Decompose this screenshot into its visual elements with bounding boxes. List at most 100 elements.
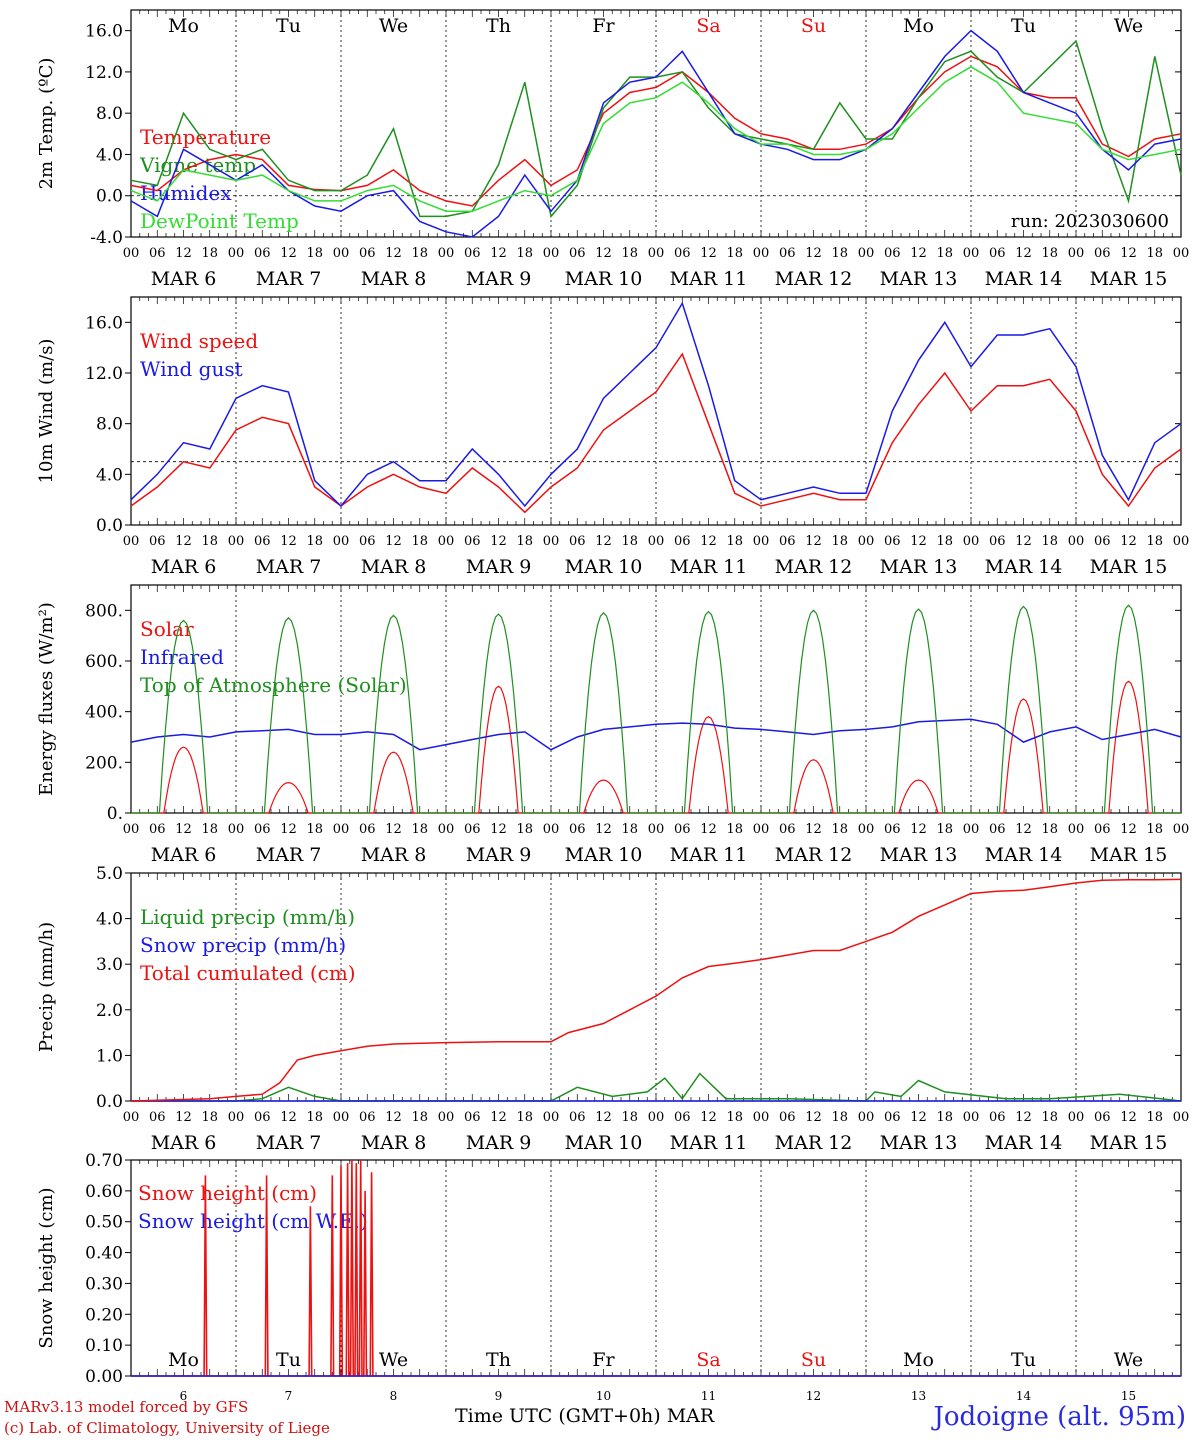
hour-tick-label: 00 <box>123 822 140 837</box>
y-tick-label: 5.0 <box>96 864 123 884</box>
hour-tick-label: 18 <box>516 534 533 549</box>
y-tick-label: 800. <box>85 601 123 621</box>
hour-tick-label: 18 <box>201 1110 218 1125</box>
hour-tick-label: 06 <box>149 1110 166 1125</box>
panel-frame <box>130 296 1182 526</box>
hour-tick-label: 18 <box>306 1110 323 1125</box>
y-tick-label: 600. <box>85 652 123 672</box>
hour-tick-label: 00 <box>648 822 665 837</box>
hour-tick-label: 06 <box>674 246 691 261</box>
hour-tick-label: 00 <box>753 534 770 549</box>
hour-tick-label: 18 <box>1041 1110 1058 1125</box>
hour-tick-label: 18 <box>201 246 218 261</box>
hour-tick-label: 00 <box>648 534 665 549</box>
day-label: We <box>379 15 408 37</box>
date-label: MAR 7 <box>256 844 322 866</box>
series-wind-gust <box>130 301 1182 508</box>
date-number-label: 11 <box>701 1389 716 1403</box>
hour-tick-label: 00 <box>1068 1110 1085 1125</box>
hour-tick-label: 12 <box>595 246 612 261</box>
hour-tick-label: 12 <box>595 822 612 837</box>
y-tick-label: 0.50 <box>85 1213 123 1233</box>
hour-tick-label: 00 <box>963 246 980 261</box>
y-tick-label: 0.10 <box>85 1336 123 1356</box>
hour-tick-label: 18 <box>306 822 323 837</box>
y-tick-label: 8.0 <box>96 415 123 435</box>
day-label: Tu <box>1011 15 1036 37</box>
hour-tick-label: 12 <box>910 1110 927 1125</box>
hour-tick-label: 06 <box>359 246 376 261</box>
hour-tick-label: 12 <box>700 534 717 549</box>
series-liquid-precip-mm-h- <box>131 1072 1182 1102</box>
hour-tick-label: 12 <box>490 246 507 261</box>
hour-tick-label: 18 <box>831 534 848 549</box>
hour-tick-label: 18 <box>726 822 743 837</box>
hour-tick-label: 18 <box>831 822 848 837</box>
day-label: Mo <box>168 15 199 37</box>
hour-tick-label: 06 <box>779 1110 796 1125</box>
hour-tick-label: 06 <box>569 1110 586 1125</box>
hour-tick-label: 00 <box>1173 534 1190 549</box>
y-tick-label: 8.0 <box>96 104 123 124</box>
hour-tick-label: 00 <box>753 1110 770 1125</box>
day-label: Sa <box>696 15 720 37</box>
hour-tick-label: 06 <box>1094 246 1111 261</box>
date-label: MAR 12 <box>775 268 853 290</box>
hour-tick-label: 18 <box>831 1110 848 1125</box>
date-label: MAR 14 <box>985 268 1063 290</box>
date-label: MAR 12 <box>775 844 853 866</box>
hour-tick-label: 00 <box>438 1110 455 1125</box>
legend-entry: Infrared <box>140 645 224 669</box>
day-label: Tu <box>276 15 301 37</box>
day-label: Fr <box>592 1349 615 1371</box>
hour-tick-label: 06 <box>149 822 166 837</box>
series-humidex <box>130 29 1182 238</box>
hour-tick-label: 12 <box>490 1110 507 1125</box>
hour-tick-label: 18 <box>411 1110 428 1125</box>
y-tick-label: 0.00 <box>85 1367 123 1387</box>
date-label: MAR 6 <box>151 844 217 866</box>
hour-tick-label: 06 <box>989 822 1006 837</box>
panel-4: 0.0 1.0 2.0 3.0 4.0 5.0 Precip (mm/h) 00 06 12 18 M… <box>36 864 1189 1154</box>
date-number-label: 7 <box>285 1389 293 1403</box>
date-number-label: 15 <box>1121 1389 1136 1403</box>
date-label: MAR 14 <box>985 844 1063 866</box>
hour-tick-label: 06 <box>359 822 376 837</box>
hour-tick-label: 18 <box>516 1110 533 1125</box>
date-label: MAR 6 <box>151 268 217 290</box>
hour-tick-label: 18 <box>936 534 953 549</box>
legend-entry: Snow height (cm) <box>138 1181 317 1205</box>
hour-tick-label: 00 <box>333 1110 350 1125</box>
hour-tick-label: 12 <box>1120 534 1137 549</box>
hour-tick-label: 00 <box>333 822 350 837</box>
hour-tick-label: 12 <box>385 1110 402 1125</box>
hour-tick-label: 18 <box>621 1110 638 1125</box>
hour-tick-label: 06 <box>254 822 271 837</box>
y-tick-label: 4.0 <box>96 465 123 485</box>
legend-entry: Wind gust <box>140 357 243 381</box>
hour-tick-label: 12 <box>1120 246 1137 261</box>
date-label: MAR 11 <box>670 556 748 578</box>
hour-tick-label: 12 <box>910 822 927 837</box>
date-number-label: 14 <box>1016 1389 1032 1403</box>
date-label: MAR 6 <box>151 556 217 578</box>
hour-tick-label: 06 <box>884 534 901 549</box>
hour-tick-label: 12 <box>805 822 822 837</box>
date-label: MAR 10 <box>565 556 643 578</box>
hour-tick-label: 06 <box>674 534 691 549</box>
y-tick-label: 0.30 <box>85 1274 123 1294</box>
date-label: MAR 13 <box>880 556 958 578</box>
y-tick-label: 400. <box>85 703 123 723</box>
hour-tick-label: 06 <box>1094 534 1111 549</box>
hour-tick-label: 00 <box>333 246 350 261</box>
date-label: MAR 7 <box>256 556 322 578</box>
y-tick-label: -4.0 <box>90 228 123 248</box>
hour-tick-label: 18 <box>1146 534 1163 549</box>
hour-tick-label: 18 <box>1041 822 1058 837</box>
y-tick-label: 0.70 <box>85 1151 123 1171</box>
hour-tick-label: 12 <box>700 246 717 261</box>
x-axis-title: Time UTC (GMT+0h) MAR <box>455 1405 715 1427</box>
day-label: Mo <box>903 15 934 37</box>
day-label: Su <box>801 1349 826 1371</box>
